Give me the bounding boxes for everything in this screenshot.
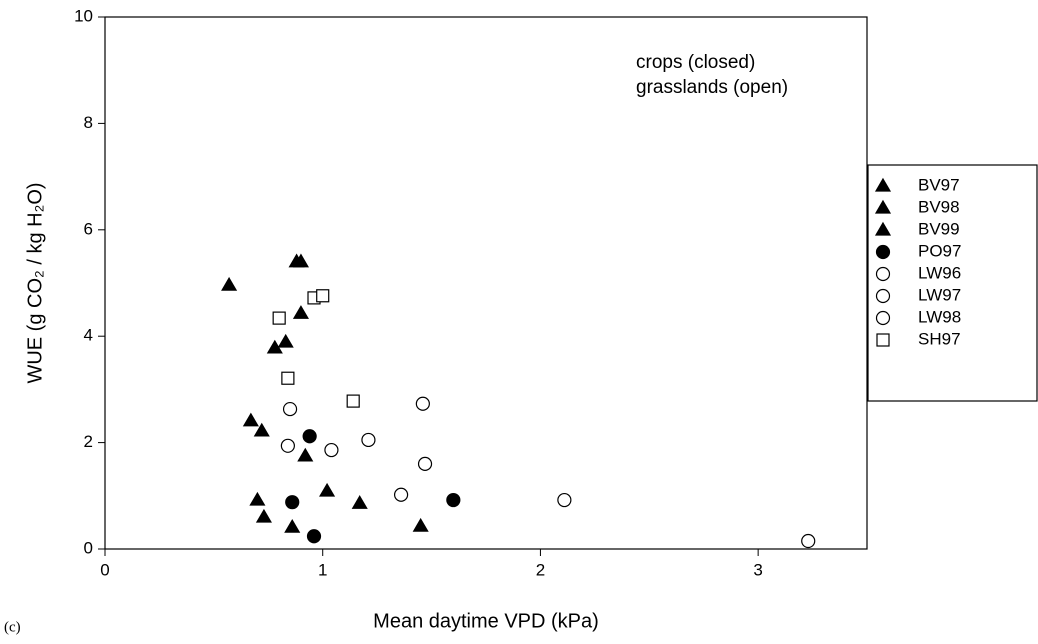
circle-marker <box>285 495 300 510</box>
legend-label: PO97 <box>918 241 961 260</box>
circle-marker <box>282 401 298 417</box>
circle-marker <box>417 456 433 471</box>
triangle-marker <box>297 447 314 462</box>
annotation: crops (closed) <box>636 52 755 73</box>
x-axis-label: Mean daytime VPD (kPa) <box>373 610 599 632</box>
square-marker <box>316 289 330 303</box>
legend-label: BV98 <box>918 197 960 216</box>
triangle-marker <box>412 517 429 532</box>
square-marker <box>272 311 286 325</box>
circle-marker <box>393 487 409 502</box>
triangle-marker <box>266 339 283 354</box>
circle-marker <box>302 429 317 444</box>
annotation: grasslands (open) <box>636 77 788 98</box>
square-marker <box>281 371 295 385</box>
triangle-marker <box>874 199 892 214</box>
circle-marker <box>280 438 295 453</box>
triangle-marker <box>253 422 270 437</box>
legend-label: LW96 <box>918 263 961 282</box>
circle-marker <box>557 492 572 508</box>
circle-marker <box>801 533 816 549</box>
legend-label: BV97 <box>918 175 960 194</box>
y-tick-label: 2 <box>84 432 93 451</box>
y-tick-label: 10 <box>74 6 93 25</box>
triangle-marker <box>277 333 294 348</box>
circle-marker <box>415 396 430 411</box>
triangle-marker <box>292 253 309 268</box>
triangle-marker <box>221 276 238 291</box>
legend-label: LW98 <box>918 307 961 326</box>
x-tick-label: 0 <box>100 560 109 579</box>
circle-marker <box>446 492 461 508</box>
circle-marker <box>324 442 339 458</box>
legend-box <box>867 164 1038 402</box>
square-marker <box>346 394 360 408</box>
circle-marker <box>875 266 891 282</box>
triangle-marker <box>874 221 892 236</box>
triangle-marker <box>319 482 336 497</box>
y-tick-label: 0 <box>84 538 93 557</box>
x-tick-label: 3 <box>753 560 762 579</box>
x-tick-label: 1 <box>318 560 327 579</box>
circle-marker <box>875 244 891 260</box>
triangle-marker <box>255 508 272 523</box>
y-tick-label: 8 <box>84 113 93 132</box>
triangle-marker <box>284 518 301 533</box>
triangle-marker <box>249 491 266 506</box>
legend-label: LW97 <box>918 285 961 304</box>
y-tick-label: 4 <box>84 326 93 345</box>
legend-label: SH97 <box>918 329 961 348</box>
square-marker <box>876 333 890 347</box>
legend-label: BV99 <box>918 219 960 238</box>
circle-marker <box>306 529 322 544</box>
circle-marker <box>361 432 376 448</box>
triangle-marker <box>292 305 309 319</box>
y-tick-label: 6 <box>84 219 93 238</box>
x-tick-label: 2 <box>536 560 545 579</box>
triangle-marker <box>351 495 368 509</box>
circle-marker <box>875 310 891 326</box>
circle-marker <box>875 288 891 304</box>
triangle-marker <box>874 177 892 192</box>
panel-label: (c) <box>4 619 21 635</box>
plot-frame <box>104 16 868 550</box>
y-axis-label: WUE (g CO₂ / kg H₂O) <box>24 182 46 383</box>
triangle-marker <box>242 412 259 427</box>
